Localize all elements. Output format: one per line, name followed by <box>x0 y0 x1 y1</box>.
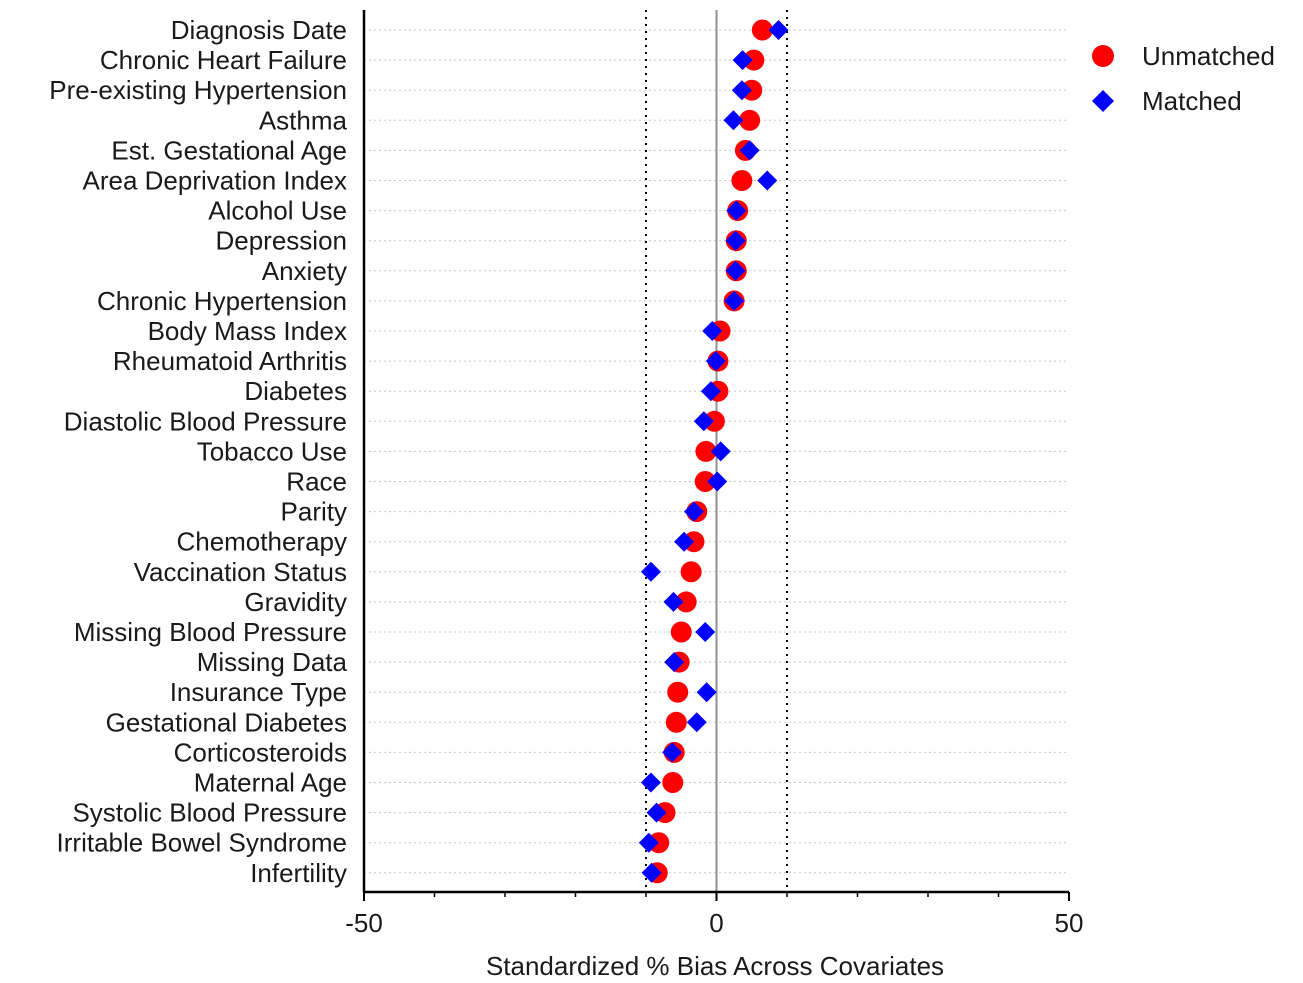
category-label: Chronic Hypertension <box>97 286 347 316</box>
matched-point <box>724 290 745 311</box>
matched-point <box>726 200 747 221</box>
category-label: Gravidity <box>244 587 347 617</box>
category-label: Insurance Type <box>170 677 347 707</box>
unmatched-point <box>680 561 702 583</box>
matched-point <box>757 170 778 191</box>
matched-point <box>664 652 685 673</box>
category-label: Diastolic Blood Pressure <box>64 406 347 436</box>
matched-point <box>710 441 731 462</box>
category-label: Parity <box>281 497 347 527</box>
unmatched-point <box>751 19 773 41</box>
unmatched-point <box>703 410 725 432</box>
matched-point <box>640 561 661 582</box>
matched-point <box>695 622 716 642</box>
unmatched-point <box>665 711 687 733</box>
category-label: Chronic Heart Failure <box>100 45 347 75</box>
x-axis-title: Standardized % Bias Across Covariates <box>486 951 944 981</box>
matched-point <box>641 862 662 883</box>
matched-point <box>739 140 760 161</box>
unmatched-point <box>670 621 692 643</box>
category-label: Depression <box>215 226 347 256</box>
matched-point <box>702 321 723 341</box>
unmatched-point <box>743 49 765 71</box>
matched-point <box>638 832 659 853</box>
tick-label: -50 <box>345 908 383 938</box>
category-label: Body Mass Index <box>148 316 347 346</box>
category-label: Anxiety <box>262 256 347 286</box>
category-label: Pre-existing Hypertension <box>49 75 347 105</box>
unmatched-point <box>667 681 689 703</box>
category-label: Vaccination Status <box>134 557 347 587</box>
tick-label: 50 <box>1055 908 1084 938</box>
matched-point <box>700 381 721 402</box>
unmatched-point <box>731 170 753 191</box>
matched-point <box>696 682 717 703</box>
unmatched-point <box>675 591 697 613</box>
matched-point <box>725 260 746 281</box>
category-label: Infertility <box>250 858 347 888</box>
category-label: Missing Blood Pressure <box>74 617 347 647</box>
category-label: Tobacco Use <box>197 436 347 466</box>
category-label: Diagnosis Date <box>171 15 347 45</box>
category-label: Asthma <box>259 105 348 135</box>
legend: Unmatched Matched <box>1092 41 1275 116</box>
tick-label: 0 <box>709 908 723 938</box>
legend-matched-label: Matched <box>1142 86 1242 116</box>
data-marks <box>638 19 789 884</box>
category-label: Maternal Age <box>194 768 347 798</box>
category-label: Missing Data <box>197 647 348 677</box>
unmatched-point <box>694 471 716 492</box>
legend-unmatched-marker <box>1092 45 1114 67</box>
category-label: Est. Gestational Age <box>111 135 347 165</box>
matched-point <box>731 80 752 101</box>
category-label: Race <box>286 467 347 497</box>
matched-point <box>674 531 695 552</box>
matched-point <box>646 802 667 823</box>
category-label: Corticosteroids <box>174 737 347 767</box>
matched-point <box>723 110 744 131</box>
matched-point <box>725 230 746 251</box>
unmatched-point <box>662 772 684 793</box>
x-axis-ticks: -50 0 50 <box>345 892 1083 938</box>
legend-matched-marker <box>1092 90 1114 112</box>
matched-point <box>686 712 707 733</box>
category-label: Rheumatoid Arthritis <box>113 346 347 376</box>
unmatched-point <box>739 109 761 131</box>
matched-point <box>707 471 728 492</box>
category-label: Systolic Blood Pressure <box>72 798 347 828</box>
category-label: Alcohol Use <box>208 196 347 226</box>
matched-point <box>732 50 753 71</box>
category-label: Chemotherapy <box>176 527 347 557</box>
category-label: Area Deprivation Index <box>83 166 347 196</box>
unmatched-point <box>695 440 717 462</box>
matched-point <box>683 501 704 522</box>
matched-point <box>662 742 683 763</box>
legend-unmatched-label: Unmatched <box>1142 41 1275 71</box>
matched-point <box>768 20 789 40</box>
matched-point <box>693 411 714 432</box>
matched-point <box>640 772 661 793</box>
category-label: Gestational Diabetes <box>106 707 347 737</box>
category-label: Diabetes <box>244 376 347 406</box>
matched-point <box>663 591 684 612</box>
matched-point <box>705 351 726 372</box>
category-label: Irritable Bowel Syndrome <box>57 828 347 858</box>
